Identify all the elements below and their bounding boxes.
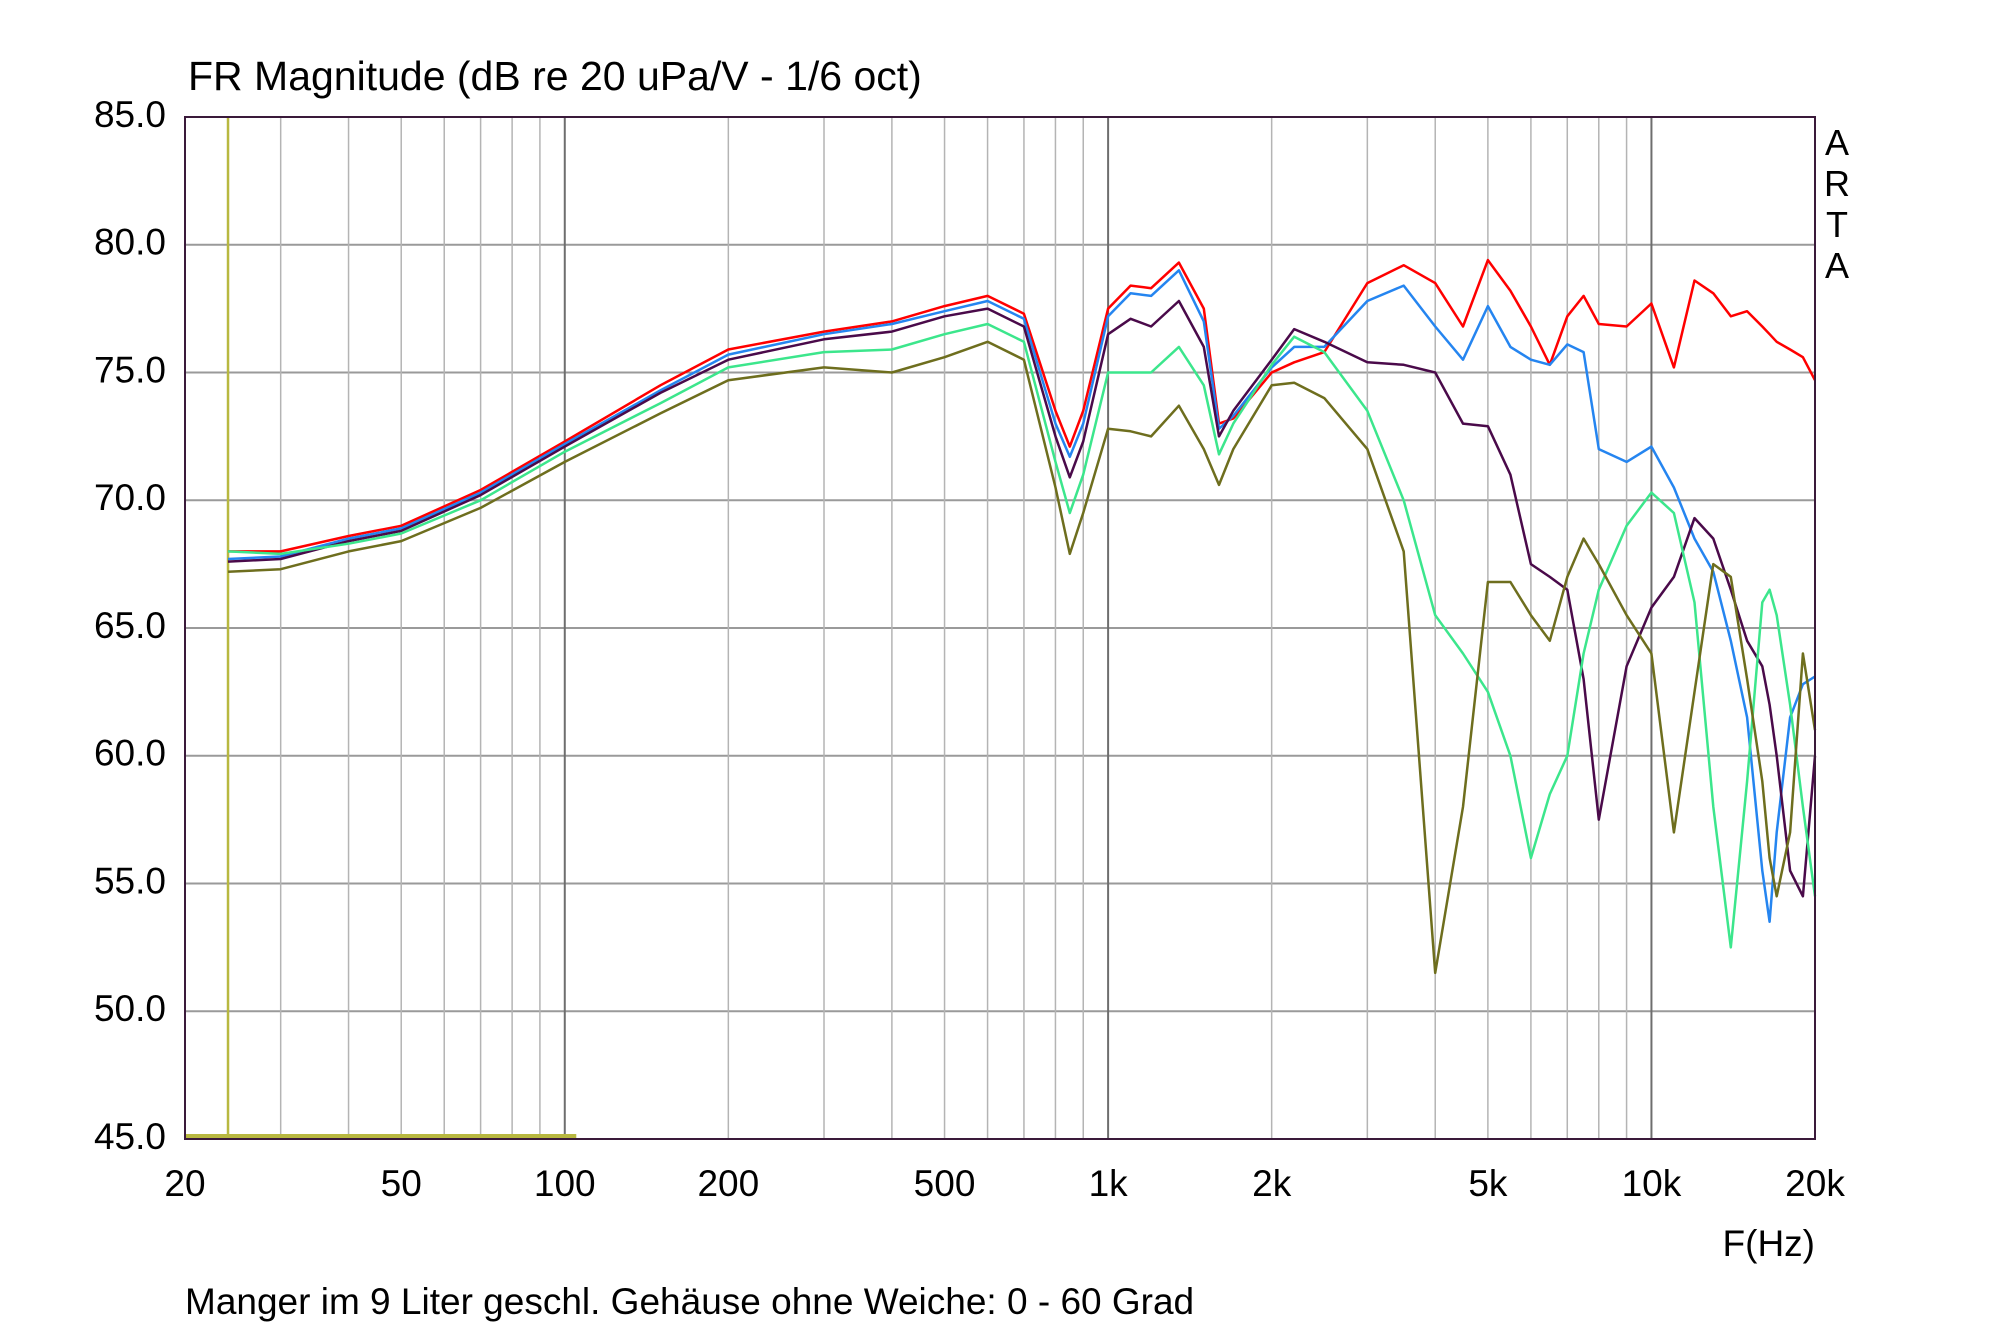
x-tick-label: 20k [1785,1163,1845,1204]
series-line [227,340,1817,975]
y-tick-label: 80.0 [94,222,166,263]
grid [184,116,1816,1140]
x-tick-label: 1k [1089,1163,1129,1204]
y-tick-label: 55.0 [94,860,166,901]
plot-lines [185,117,1817,1139]
x-tick-label: 500 [914,1163,976,1204]
x-tick-label: 2k [1252,1163,1292,1204]
series-line [227,322,1817,949]
x-tick-label: 200 [697,1163,759,1204]
y-tick-label: 70.0 [94,477,166,518]
y-tick-label: 60.0 [94,733,166,774]
x-tick-label: 100 [534,1163,596,1204]
y-tick-label: 50.0 [94,988,166,1029]
y-tick-label: 65.0 [94,605,166,646]
x-axis-label: F(Hz) [1723,1223,1815,1264]
brand: ARTA [1816,122,1857,286]
y-tick-label: 85.0 [94,94,166,135]
x-tick-label: 5k [1468,1163,1508,1204]
series-line [228,258,1817,553]
x-tick-label: 10k [1622,1163,1682,1204]
caption: Manger im 9 Liter geschl. Gehäuse ohne W… [185,1281,1194,1322]
series-line [227,269,1816,924]
series-line [227,299,1817,898]
chart-title: FR Magnitude (dB re 20 uPa/V - 1/6 oct) [188,53,922,99]
y-tick-label: 75.0 [94,349,166,390]
plot-frame [184,116,1816,1140]
x-tick-label: 20 [164,1163,205,1204]
x-tick-label: 50 [381,1163,422,1204]
y-tick-label: 45.0 [94,1116,166,1157]
